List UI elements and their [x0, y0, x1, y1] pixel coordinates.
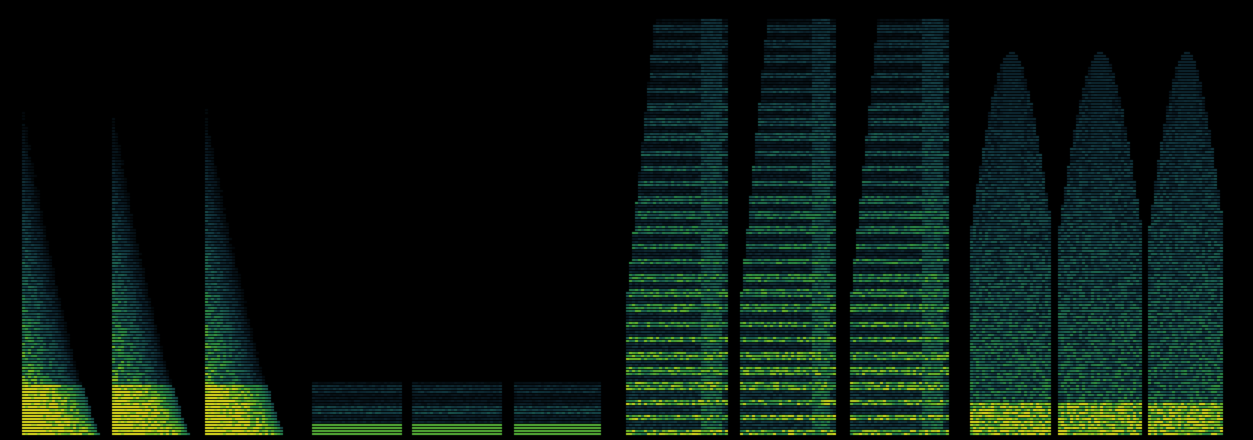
spectrogram-canvas — [0, 0, 1253, 440]
spectrogram-figure — [0, 0, 1253, 440]
